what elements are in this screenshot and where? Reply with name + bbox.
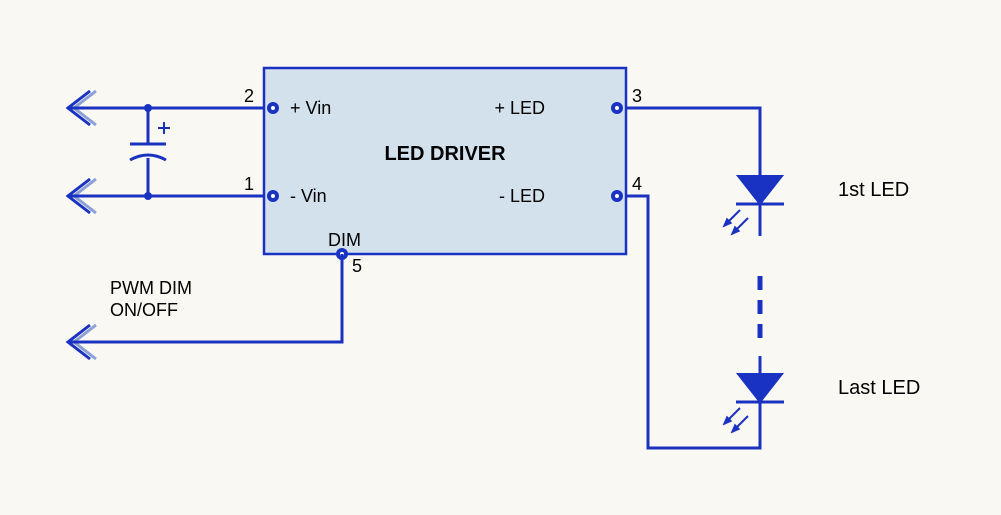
driver-title: LED DRIVER — [384, 143, 506, 165]
input-capacitor — [130, 104, 170, 200]
pwm-input: PWM DIM ON/OFF — [68, 254, 342, 359]
svg-text:- LED: - LED — [499, 186, 545, 206]
svg-text:1: 1 — [244, 174, 254, 194]
last-led: Last LED — [724, 356, 920, 432]
svg-text:2: 2 — [244, 86, 254, 106]
svg-text:PWM DIM: PWM DIM — [110, 278, 192, 298]
schematic-canvas: LED DRIVER 2 + Vin 1 - Vin 3 + LED 4 - L… — [0, 0, 1001, 515]
svg-text:+ Vin: + Vin — [290, 98, 331, 118]
svg-text:ON/OFF: ON/OFF — [110, 300, 178, 320]
svg-text:DIM: DIM — [328, 230, 361, 250]
vin-plus-input — [68, 91, 264, 125]
svg-text:5: 5 — [352, 256, 362, 276]
svg-text:3: 3 — [632, 86, 642, 106]
led-plus-wire — [626, 108, 760, 160]
led-minus-wire — [626, 196, 760, 448]
svg-text:4: 4 — [632, 174, 642, 194]
first-led: 1st LED — [724, 160, 909, 236]
svg-text:+ LED: + LED — [494, 98, 545, 118]
svg-text:1st LED: 1st LED — [838, 179, 909, 201]
svg-text:- Vin: - Vin — [290, 186, 327, 206]
vin-minus-input — [68, 179, 264, 213]
svg-text:Last LED: Last LED — [838, 377, 920, 399]
